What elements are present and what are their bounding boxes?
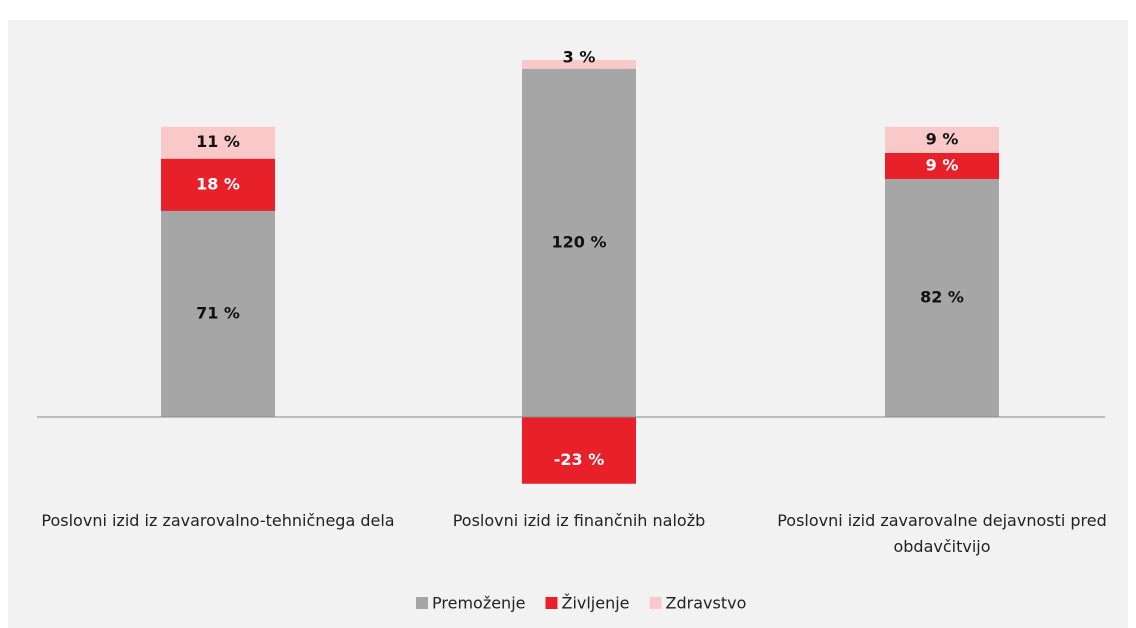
value-label: 9 % — [926, 129, 959, 148]
value-label: 9 % — [926, 155, 959, 174]
value-label: 18 % — [196, 174, 240, 193]
bar-segment — [885, 179, 999, 417]
legend-swatch — [545, 597, 558, 609]
x-tick-label: Poslovni izid iz finančnih naložb — [452, 511, 706, 530]
bar-segment — [522, 60, 636, 69]
legend-label: Zdravstvo — [666, 594, 747, 613]
value-label: 3 % — [563, 48, 596, 67]
bar-segment — [885, 152, 999, 179]
bar-segment — [161, 126, 275, 159]
bar-segment — [161, 158, 275, 211]
value-label: 11 % — [196, 132, 240, 151]
legend-label: Premoženje — [432, 594, 525, 613]
value-label: 82 % — [920, 288, 964, 307]
value-label: 71 % — [196, 303, 240, 322]
value-label: 120 % — [552, 232, 607, 251]
x-tick-label: Poslovni izid iz zavarovalno-tehničnega … — [41, 511, 395, 530]
bar-segment — [161, 210, 275, 417]
legend-swatch — [649, 597, 662, 609]
legend-label: Življenje — [561, 594, 629, 613]
x-tick-label: Poslovni izid zavarovalne dejavnosti pre… — [777, 511, 1107, 556]
bar-segment — [522, 417, 636, 484]
legend-swatch — [416, 597, 428, 609]
value-label: -23 % — [554, 450, 605, 469]
bar-segment — [522, 68, 636, 418]
bar-segment — [885, 126, 999, 153]
